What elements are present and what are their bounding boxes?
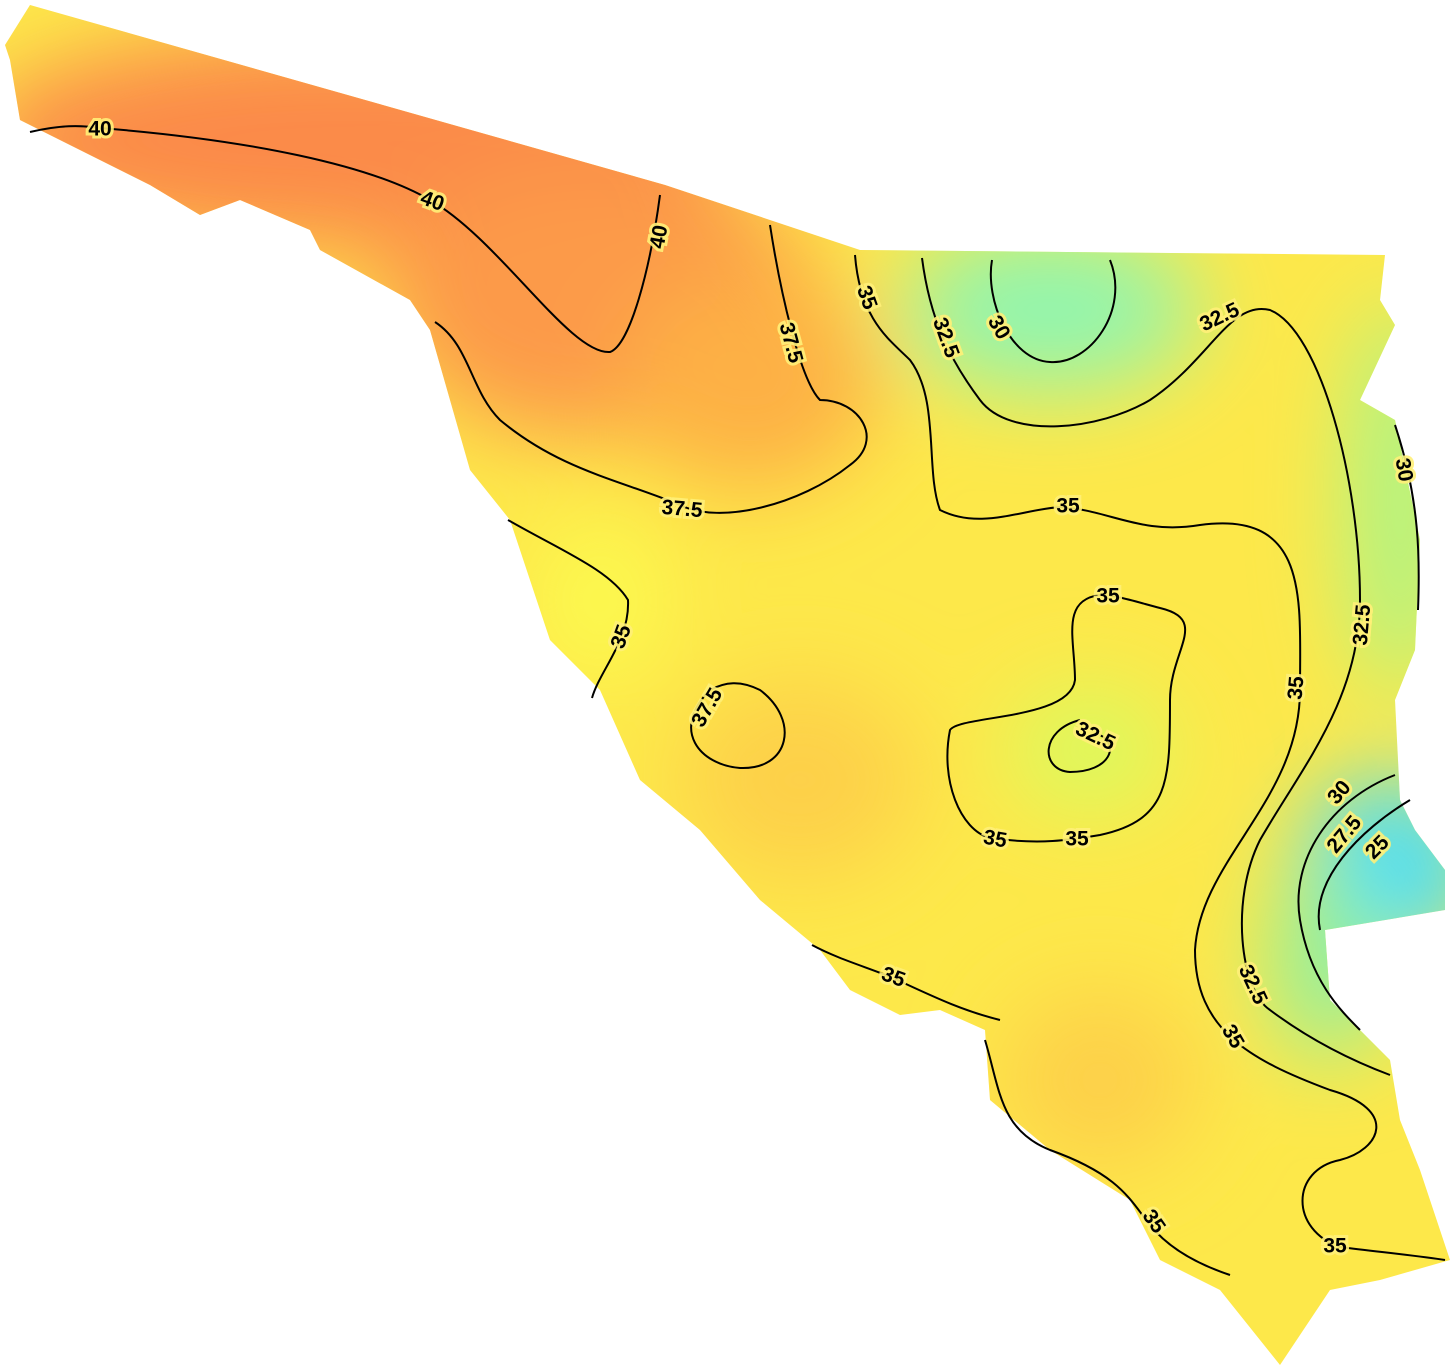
contour-label: 35 <box>1065 828 1089 851</box>
contour-label: 35 <box>1096 585 1120 608</box>
contour-label: 30 <box>1391 456 1418 483</box>
contour-lines <box>29 125 1446 1276</box>
contour-label: 35 <box>1284 675 1309 701</box>
contour-label: 35 <box>982 826 1009 853</box>
contour-label: 40 <box>88 118 111 141</box>
contour-label: 37.5 <box>661 496 704 523</box>
contour-label: 32.5 <box>1349 603 1376 646</box>
contour-label: 35 <box>1323 1235 1347 1258</box>
contour-label: 35 <box>1056 495 1080 518</box>
contour-label: 40 <box>646 223 673 250</box>
